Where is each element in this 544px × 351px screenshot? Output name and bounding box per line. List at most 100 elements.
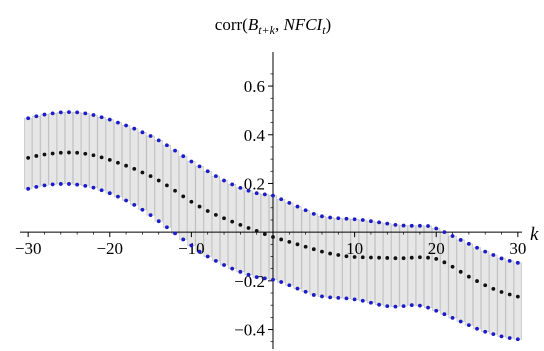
upper-bound-point: [238, 185, 243, 190]
upper-bound-point: [442, 230, 447, 235]
estimate-point: [401, 256, 406, 261]
upper-bound-point: [303, 208, 308, 213]
estimate-point: [303, 244, 308, 249]
title-part: ): [326, 15, 332, 34]
upper-bound-point: [311, 211, 316, 216]
confidence-bar: [415, 225, 424, 306]
confidence-bar: [309, 213, 318, 296]
axes: −30 −20 −10 10 20 30 0.60.40.2−0.2−0.4: [15, 52, 526, 349]
lower-bound-point: [369, 300, 373, 305]
y-tick-label: 0.2: [244, 174, 265, 193]
upper-bound-point: [132, 126, 137, 131]
lower-bound-point: [34, 184, 39, 189]
upper-bound-point: [91, 113, 96, 117]
lower-bound-point: [344, 296, 349, 301]
lower-bound-point: [320, 294, 324, 299]
estimate-point: [352, 255, 357, 259]
estimate-point: [67, 150, 71, 155]
upper-bound-point: [475, 245, 479, 250]
upper-bound-point: [393, 222, 398, 227]
estimate-point: [230, 219, 235, 224]
confidence-bar: [293, 206, 302, 289]
upper-bound-point: [205, 169, 210, 174]
confidence-bar: [228, 184, 237, 269]
x-ticks: −30 −20 −10 10 20 30: [15, 232, 526, 258]
lower-bound-point: [499, 334, 504, 339]
estimate-point: [287, 239, 292, 244]
estimate-point: [271, 235, 275, 239]
lower-bound-point: [393, 304, 398, 309]
estimate-point: [515, 294, 520, 299]
estimate-point: [83, 151, 88, 156]
confidence-bar: [497, 258, 506, 337]
estimate-point: [344, 254, 349, 259]
upper-bound-point: [344, 216, 349, 221]
estimate-point: [132, 166, 137, 171]
estimate-point: [238, 222, 243, 227]
lower-bound-point: [213, 258, 218, 263]
confidence-bar: [203, 170, 212, 257]
title-part: t+k: [258, 23, 275, 37]
estimate-point: [173, 188, 177, 193]
estimate-point: [156, 178, 161, 183]
estimate-point: [58, 150, 63, 155]
lower-bound-point: [328, 295, 333, 300]
upper-bound-point: [377, 220, 381, 225]
estimate-point: [91, 153, 96, 158]
upper-bound-point: [385, 221, 390, 226]
lower-bound-point: [75, 182, 80, 187]
upper-bound-point: [58, 110, 63, 115]
estimate-point: [262, 232, 267, 236]
x-axis-label: k: [530, 224, 539, 245]
lower-bound-point: [279, 280, 284, 284]
upper-bound-point: [352, 217, 357, 222]
lower-bound-point: [116, 194, 120, 199]
lower-bound-point: [67, 182, 71, 186]
confidence-bar: [489, 254, 498, 335]
title-part: t: [322, 23, 326, 37]
lower-bound-point: [205, 254, 210, 259]
upper-bound-point: [140, 130, 145, 135]
upper-bound-point: [262, 192, 267, 197]
estimate-point: [507, 292, 512, 297]
lower-bound-point: [377, 302, 381, 307]
confidence-bar: [285, 202, 294, 286]
upper-bound-point: [50, 111, 55, 116]
upper-bound-point: [287, 201, 292, 205]
lower-bound-point: [458, 319, 463, 324]
x-tick-label: −30: [15, 239, 42, 258]
confidence-bar: [448, 235, 457, 319]
lower-bound-point: [189, 243, 194, 248]
lower-bound-point: [475, 326, 479, 331]
lower-bound-point: [50, 182, 55, 187]
upper-bound-point: [279, 197, 284, 202]
confidence-bar: [334, 217, 343, 299]
estimate-point: [189, 199, 194, 204]
confidence-bar: [219, 180, 229, 266]
upper-bound-point: [434, 226, 439, 231]
upper-bound-point: [499, 256, 504, 261]
upper-bound-point: [401, 223, 406, 228]
confidence-bars: [24, 111, 522, 340]
estimate-point: [336, 253, 341, 257]
lower-bound-point: [26, 186, 31, 191]
confidence-bar: [342, 218, 351, 299]
lower-bound-point: [442, 312, 447, 317]
upper-bound-point: [197, 164, 202, 169]
estimate-point: [393, 256, 398, 261]
upper-bound-point: [156, 138, 161, 143]
estimate-point: [360, 255, 365, 260]
estimate-point: [213, 212, 218, 217]
confidence-bar: [383, 223, 392, 307]
estimate-point: [140, 170, 145, 175]
band-points: [26, 110, 520, 342]
upper-bound-point: [173, 148, 177, 153]
upper-bound-point: [295, 204, 300, 209]
confidence-bar: [32, 115, 41, 188]
estimate-point: [450, 264, 455, 269]
lower-bound-point: [262, 276, 267, 281]
lower-bound-point: [197, 249, 202, 254]
upper-bound-point: [271, 193, 275, 198]
lower-bound-point: [385, 304, 390, 309]
confidence-bar: [481, 251, 490, 333]
